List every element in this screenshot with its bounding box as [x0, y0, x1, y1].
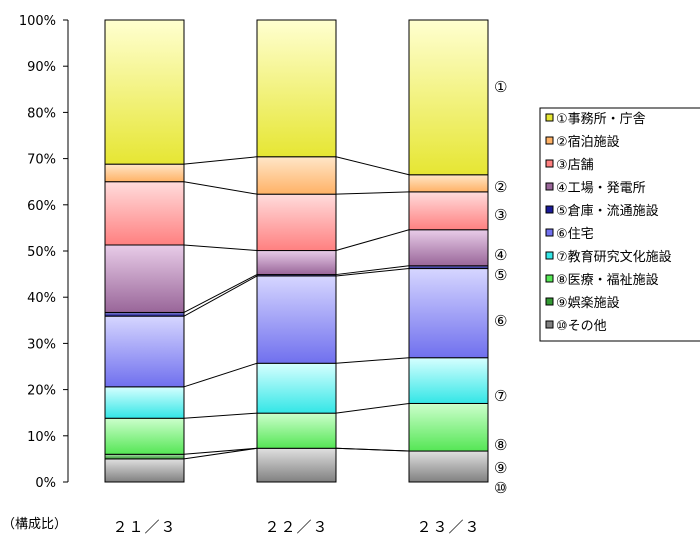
bar-segment — [256, 412, 337, 449]
bar-segment — [104, 181, 185, 246]
legend-entry: ⑥住宅 — [556, 227, 594, 242]
connector-line — [335, 229, 410, 252]
connector-lines — [183, 156, 410, 460]
bar-segment — [256, 275, 337, 364]
legend-entry: ⑨娯楽施設 — [556, 295, 620, 311]
bar-segment — [256, 156, 337, 195]
bar-segment — [104, 163, 185, 183]
bar-segment — [408, 450, 489, 483]
connector-line — [335, 268, 410, 277]
legend-swatch — [545, 113, 554, 122]
bar-segment — [104, 315, 185, 388]
segment-number-label: ④ — [494, 246, 507, 264]
connector-line — [183, 412, 258, 419]
segment-number-label: ③ — [494, 206, 507, 224]
connector-line — [335, 191, 410, 195]
legend-entry: ⑩その他 — [556, 319, 607, 334]
bar-segment — [104, 311, 185, 317]
y-tick-label: 100% — [19, 14, 56, 29]
bar-segment — [408, 268, 489, 359]
connector-line — [183, 274, 258, 313]
segment-number-label: ⑦ — [494, 387, 507, 405]
connector-line — [335, 357, 410, 364]
y-tick-label: 90% — [27, 60, 56, 75]
segment-number-label: ⑨ — [494, 459, 507, 477]
bar-segment — [408, 174, 489, 193]
bar-segment — [104, 19, 185, 165]
legend-entry: ⑦教育研究文化施設 — [556, 249, 672, 265]
legend-swatch — [545, 228, 554, 237]
legend-entry: ⑤倉庫・流通施設 — [556, 203, 659, 219]
category-label: ２２／３ — [264, 518, 328, 536]
legend-swatch — [545, 320, 554, 329]
bar-segment — [408, 229, 489, 267]
segment-number-label: ⑩ — [494, 479, 507, 497]
bar-segment — [408, 19, 489, 176]
y-axis-label: （構成比） — [2, 517, 67, 532]
connector-line — [335, 447, 410, 452]
connector-line — [335, 156, 410, 176]
legend-box — [539, 107, 700, 342]
legend-swatch — [545, 159, 554, 168]
legend-swatch — [545, 274, 554, 283]
category-labels: ２１／３ ２２／３ ２３／３ — [112, 518, 480, 536]
y-tick-label: 50% — [27, 245, 56, 260]
bar-segment — [408, 357, 489, 404]
legend-swatch — [545, 251, 554, 260]
bar-segment — [256, 447, 337, 483]
connector-line — [183, 244, 258, 252]
bar-segment — [104, 453, 185, 460]
bar-segment — [256, 362, 337, 414]
y-tick-label: 20% — [27, 384, 56, 399]
y-axis: 0% 10% 20% 30% 40% 50% 60% 70% 80% 90% 100% — [19, 14, 69, 491]
connector-line — [183, 447, 258, 460]
bar-segment — [408, 402, 489, 452]
segment-number-label: ① — [494, 78, 507, 96]
legend-swatch — [545, 136, 554, 145]
category-label: ２１／３ — [112, 518, 176, 536]
bar-segment — [104, 458, 185, 483]
y-tick-label: 40% — [27, 291, 56, 306]
legend-entry: ③店舗 — [556, 158, 594, 173]
y-tick-label: 10% — [27, 430, 56, 445]
connector-line — [183, 156, 258, 165]
y-tick-label: 60% — [27, 199, 56, 214]
legend-swatch — [545, 182, 554, 191]
bar-segment — [256, 193, 337, 252]
category-label: ２３／３ — [416, 518, 480, 536]
connector-line — [183, 362, 258, 388]
y-tick-label: 70% — [27, 153, 56, 168]
legend-entry: ②宿泊施設 — [556, 134, 620, 150]
y-tick-label: 0% — [35, 476, 56, 491]
bar-segment — [104, 386, 185, 419]
legend-entry: ④工場・発電所 — [556, 181, 646, 196]
segment-number-label: ② — [494, 178, 507, 196]
legend-entry: ①事務所・庁舎 — [556, 112, 646, 127]
bar-segment — [408, 191, 489, 231]
bars-group — [104, 19, 489, 483]
connector-line — [183, 181, 258, 195]
connector-line — [335, 402, 410, 414]
connector-line — [335, 265, 410, 276]
bar-segment — [104, 244, 185, 313]
legend-swatch — [545, 297, 554, 306]
segment-number-label: ⑧ — [494, 436, 507, 454]
y-tick-label: 30% — [27, 337, 56, 352]
bar-segment — [104, 417, 185, 455]
bar-segment — [256, 19, 337, 158]
connector-line — [183, 447, 258, 455]
segment-number-labels: ① ② ③ ④ ⑤ ⑥ ⑦ ⑧ ⑨ ⑩ — [494, 78, 507, 497]
bar-segment — [256, 250, 337, 276]
connector-line — [183, 275, 258, 317]
legend-entry: ⑧医療・福祉施設 — [556, 272, 659, 288]
segment-number-label: ⑥ — [494, 312, 507, 330]
legend-swatch — [545, 205, 554, 214]
segment-number-label: ⑤ — [494, 266, 507, 284]
legend: ①事務所・庁舎 ②宿泊施設 ③店舗 ④工場・発電所 ⑤倉庫・流通施設 ⑥住宅 ⑦教育研究文化… — [539, 107, 700, 342]
y-tick-label: 80% — [27, 106, 56, 121]
